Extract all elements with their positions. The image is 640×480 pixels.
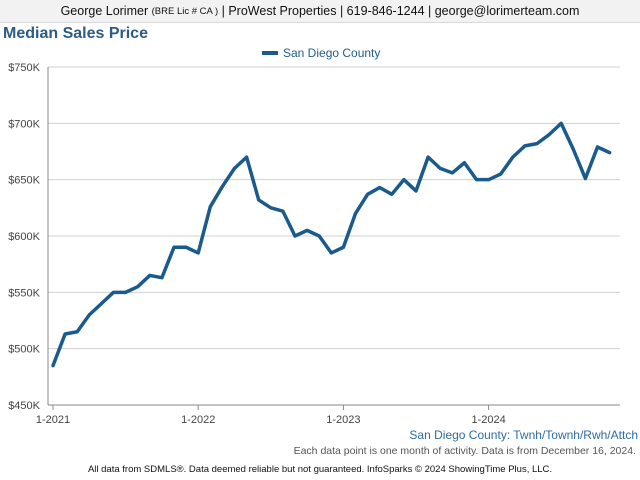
data-point [281, 209, 285, 213]
x-tick-label: 1-2021 [36, 414, 70, 426]
data-point [366, 192, 370, 196]
y-tick-label: $750K [8, 62, 40, 74]
data-point [245, 155, 249, 159]
legend-label: San Diego County [283, 46, 381, 60]
y-tick-label: $700K [8, 118, 40, 130]
data-point [487, 178, 491, 182]
agent-contact: | ProWest Properties | 619-846-1244 | ge… [221, 4, 580, 18]
data-point [535, 142, 539, 146]
data-point [571, 147, 575, 151]
data-point [172, 245, 176, 249]
header-bar: George Lorimer (BRE Lic # CA ) | ProWest… [0, 0, 640, 23]
data-point [559, 121, 563, 125]
series-line [51, 121, 612, 368]
y-tick-label: $550K [8, 287, 40, 299]
data-point [583, 177, 587, 181]
data-note: Each data point is one month of activity… [293, 445, 636, 457]
data-point [499, 172, 503, 176]
data-point [269, 206, 273, 210]
page-title: Median Sales Price [3, 25, 148, 42]
data-point [148, 273, 152, 277]
data-point [378, 186, 382, 190]
data-point [63, 332, 67, 336]
x-tick-label: 1-2024 [471, 414, 505, 426]
data-point [257, 198, 261, 202]
x-tick-label: 1-2023 [326, 414, 360, 426]
y-tick-label: $500K [8, 344, 40, 356]
data-point [99, 302, 103, 306]
legend-swatch [262, 51, 278, 55]
y-tick-label: $600K [8, 231, 40, 243]
data-point [317, 234, 321, 238]
data-point [354, 211, 357, 215]
y-tick-label: $650K [8, 175, 40, 187]
data-point [523, 144, 527, 148]
data-point [305, 228, 309, 232]
x-tick-label: 1-2022 [181, 414, 215, 426]
data-point [547, 133, 551, 137]
data-point [208, 205, 212, 209]
data-point [196, 251, 200, 255]
data-point [390, 192, 394, 196]
chart-legend[interactable]: San Diego County [262, 46, 380, 60]
data-point [414, 189, 418, 193]
data-point [184, 245, 188, 249]
y-tick-label: $450K [8, 400, 40, 412]
license-number: (BRE Lic # CA ) [151, 5, 219, 17]
data-point [462, 161, 466, 165]
data-point [124, 290, 128, 294]
data-point [112, 290, 115, 294]
data-point [160, 276, 164, 280]
data-point [450, 171, 454, 175]
data-point [426, 155, 430, 159]
data-point [233, 166, 236, 170]
data-point [293, 234, 297, 238]
data-point [220, 184, 224, 188]
data-point [341, 245, 345, 249]
data-point [438, 166, 442, 170]
data-point [402, 178, 406, 182]
data-point [51, 364, 55, 368]
footer-disclaimer: All data from SDMLS®. Data deemed reliab… [87, 464, 553, 475]
data-point [475, 178, 478, 182]
data-point [136, 285, 140, 289]
data-point [596, 145, 599, 149]
data-point [75, 330, 79, 334]
data-point [87, 313, 91, 317]
series-caption: San Diego County: Twnh/Townh/Rwh/Attch [409, 428, 638, 442]
data-point [511, 155, 515, 159]
agent-name: George Lorimer [60, 4, 149, 18]
data-point [608, 151, 612, 155]
data-point [329, 251, 333, 255]
